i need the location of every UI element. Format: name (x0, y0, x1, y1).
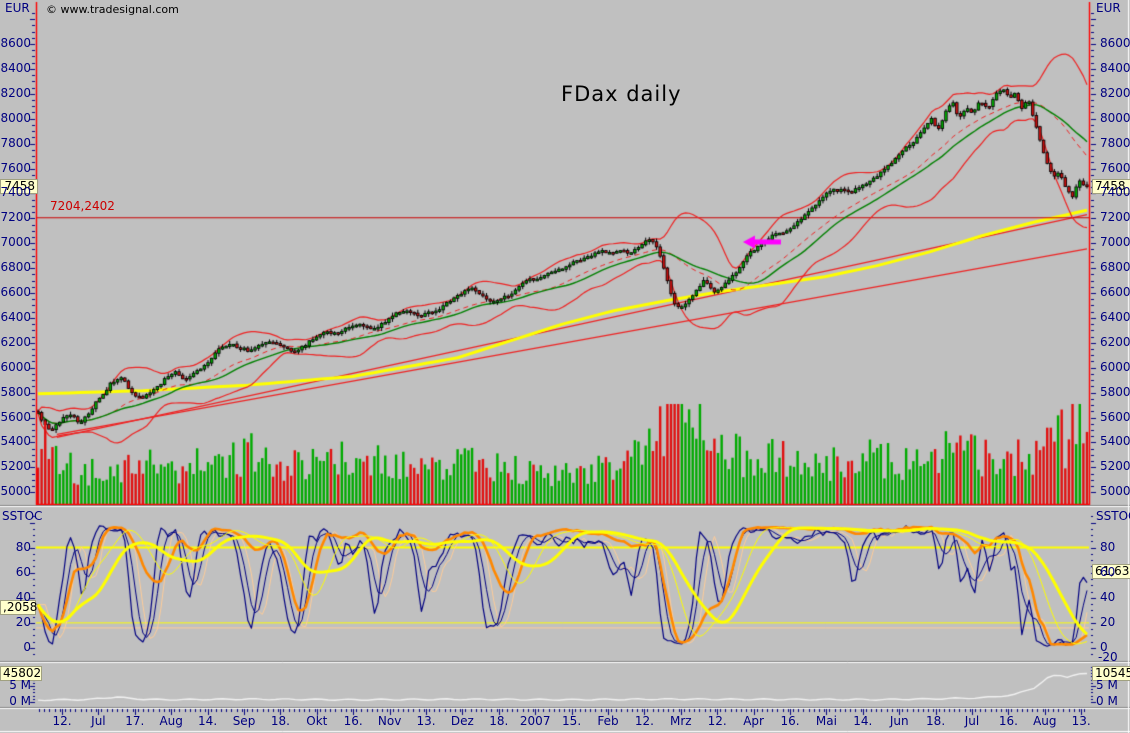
x-axis-date-label: 13. (416, 714, 436, 728)
x-axis-date-label: Aug (159, 714, 183, 728)
stochastic-axis-label-left: 60 (15, 565, 31, 579)
y-axis-label-right: 8600 (1100, 36, 1130, 50)
x-axis-date-label: 12. (707, 714, 727, 728)
copyright-text: © www.tradesignal.com (46, 3, 179, 16)
stochastic-axis-label-right: 60 (1100, 565, 1116, 579)
y-axis-label-right: 6200 (1100, 335, 1130, 349)
y-axis-label-left: 6400 (0, 310, 31, 324)
y-axis-label-left: 6200 (0, 335, 31, 349)
y-axis-label-left: 8200 (0, 86, 31, 100)
volume-axis-label-right: 0 M (1096, 694, 1118, 708)
x-axis-date-label: Aug (1033, 714, 1057, 728)
y-axis-label-right: 7600 (1100, 161, 1130, 175)
y-axis-label-right: 7800 (1100, 136, 1130, 150)
x-axis-date-label: 18. (489, 714, 509, 728)
last-price-box-left: 7458 (0, 179, 38, 194)
x-axis-date-label: 14. (853, 714, 873, 728)
x-axis-date-label: Nov (377, 714, 402, 728)
y-axis-label-left: 8000 (0, 111, 31, 125)
y-axis-unit-left: EUR (5, 1, 30, 15)
y-axis-label-left: 5400 (0, 434, 31, 448)
x-axis-date-label: 17. (125, 714, 145, 728)
stochastic-axis-label-left: 0 (23, 640, 31, 654)
y-axis-label-right: 6800 (1100, 260, 1130, 274)
volume-axis-label-right: 5 M (1096, 678, 1118, 692)
stochastic-axis-label-left: 20 (15, 615, 31, 629)
y-axis-label-right: 5600 (1100, 410, 1130, 424)
y-axis-label-left: 7400 (0, 185, 31, 199)
stochastic-axis-label-right: 0 (1100, 640, 1108, 654)
stochastic-axis-label-right: 80 (1100, 540, 1116, 554)
stochastic-current-value-box: 61,637 (1092, 564, 1130, 579)
volume-left-value-box: 45802 (0, 666, 42, 681)
x-axis-date-label: Okt (306, 714, 328, 728)
y-axis-label-left: 5200 (0, 459, 31, 473)
y-axis-label-left: 6600 (0, 285, 31, 299)
y-axis-label-left: 5600 (0, 410, 31, 424)
stochastic-axis-label-right: 40 (1100, 590, 1116, 604)
x-axis-date-label: Dez (450, 714, 474, 728)
x-axis-date-label: 13. (1071, 714, 1091, 728)
y-axis-unit-right: EUR (1096, 1, 1121, 15)
x-axis-date-label: 15. (562, 714, 582, 728)
x-axis-date-label: Jul (964, 714, 980, 728)
y-axis-label-left: 5800 (0, 385, 31, 399)
y-axis-label-right: 5200 (1100, 459, 1130, 473)
y-axis-label-right: 6000 (1100, 360, 1130, 374)
x-axis-date-label: 16. (343, 714, 363, 728)
y-axis-label-left: 8400 (0, 61, 31, 75)
y-axis-label-left: 6000 (0, 360, 31, 374)
y-axis-label-right: 6400 (1100, 310, 1130, 324)
x-axis-date-label: 18. (926, 714, 946, 728)
stochastic-left-value-box: ,2058 (0, 600, 37, 615)
x-axis-date-label: Apr (743, 714, 764, 728)
y-axis-label-right: 5800 (1100, 385, 1130, 399)
stochastic-axis-label-left: 40 (15, 590, 31, 604)
y-axis-label-right: 8400 (1100, 61, 1130, 75)
last-price-box-right: 7458 (1092, 179, 1130, 194)
x-axis-date-label: 16. (780, 714, 800, 728)
x-axis-date-label: 2007 (519, 714, 551, 728)
stochastic-panel-label-left: SSTOC (2, 509, 43, 523)
y-axis-label-left: 7800 (0, 136, 31, 150)
level-line-label: 7204,2402 (50, 199, 115, 213)
y-axis-label-left: 5000 (0, 484, 31, 498)
stochastic-axis-label-left: 80 (15, 540, 31, 554)
stochastic-axis-label-right: -20 (1098, 650, 1118, 664)
x-axis-date-label: 12. (634, 714, 654, 728)
chart-title: FDax daily (561, 82, 682, 106)
y-axis-label-left: 7000 (0, 235, 31, 249)
x-axis-date-label: Mai (815, 714, 837, 728)
x-axis-date-label: Sep (232, 714, 256, 728)
x-axis-date-label: 14. (198, 714, 218, 728)
y-axis-label-right: 7200 (1100, 210, 1130, 224)
volume-right-value-box: 10545 (1092, 666, 1130, 681)
y-axis-label-right: 5000 (1100, 484, 1130, 498)
x-axis-date-label: 12. (52, 714, 72, 728)
x-axis-date-label: Jul (91, 714, 106, 728)
y-axis-label-right: 8200 (1100, 86, 1130, 100)
y-axis-label-right: 5400 (1100, 434, 1130, 448)
y-axis-label-right: 8000 (1100, 111, 1130, 125)
y-axis-label-left: 6800 (0, 260, 31, 274)
x-axis-date-label: 16. (998, 714, 1018, 728)
y-axis-label-left: 7200 (0, 210, 31, 224)
x-axis-date-label: 18. (270, 714, 290, 728)
x-axis-date-label: Mrz (670, 714, 692, 728)
stochastic-panel-label-right: SSTOC (1096, 509, 1130, 523)
stochastic-axis-label-right: 20 (1100, 615, 1116, 629)
y-axis-label-left: 7600 (0, 161, 31, 175)
y-axis-label-left: 8600 (0, 36, 31, 50)
y-axis-label-right: 7400 (1100, 185, 1130, 199)
volume-axis-label-left: 0 M (9, 694, 31, 708)
y-axis-label-right: 7000 (1100, 235, 1130, 249)
x-axis-date-label: Jun (889, 714, 909, 728)
x-axis-date-label: Feb (597, 714, 619, 728)
volume-axis-label-left: 5 M (9, 678, 31, 692)
y-axis-label-right: 6600 (1100, 285, 1130, 299)
